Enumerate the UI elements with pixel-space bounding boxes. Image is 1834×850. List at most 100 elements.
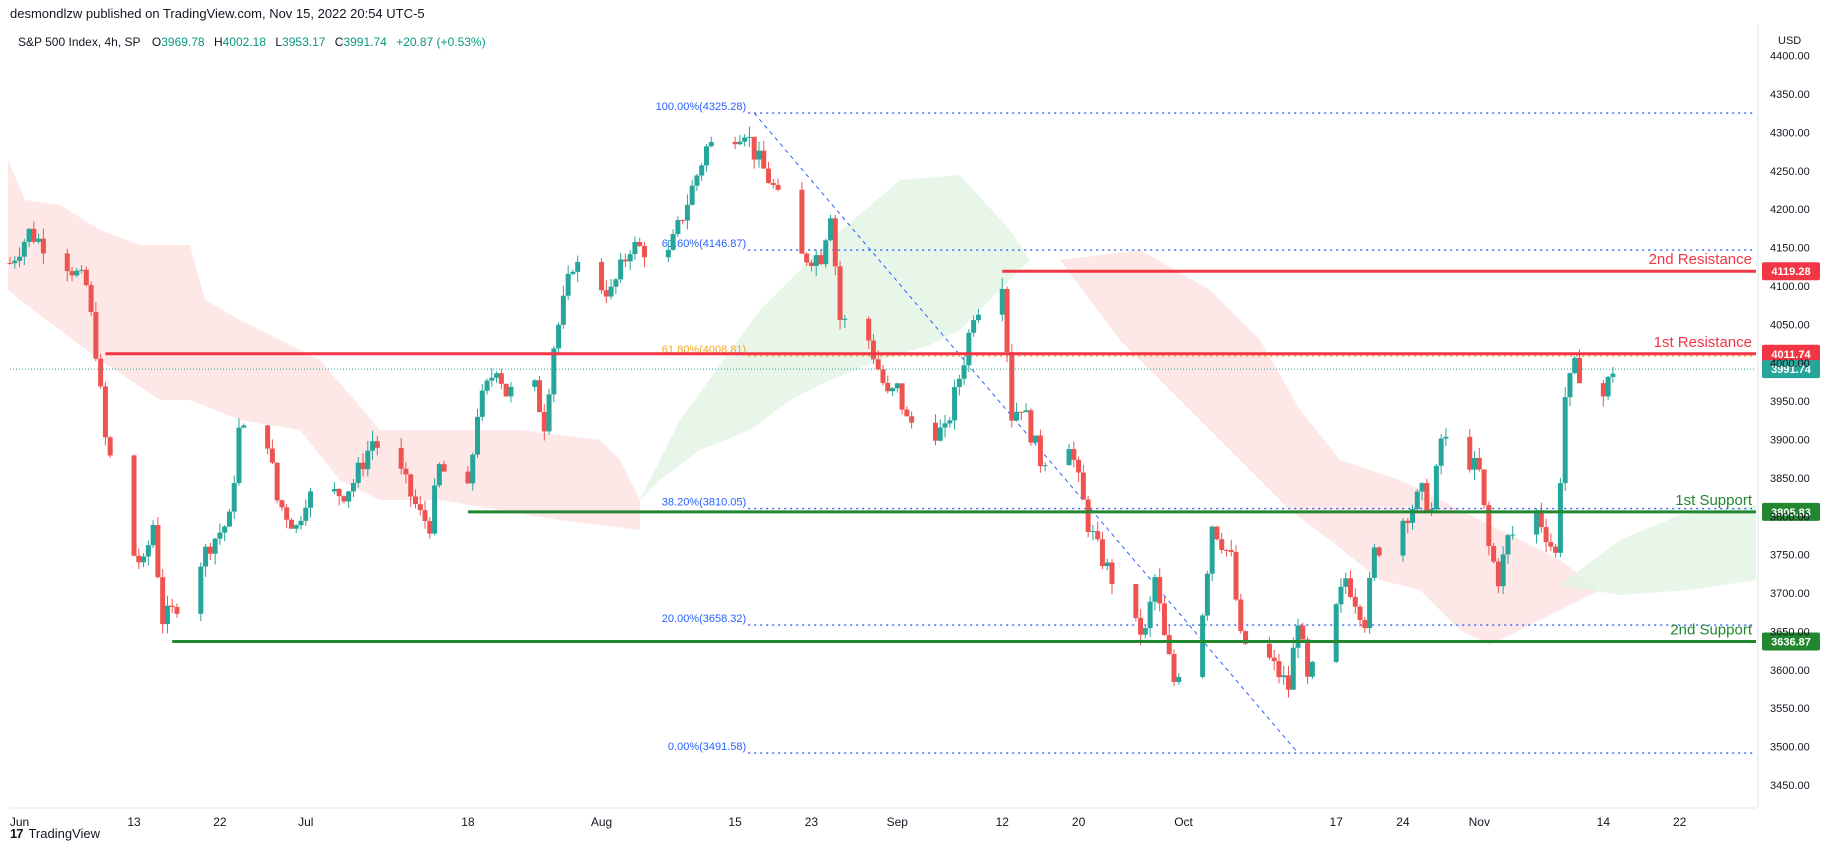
y-tick-label: 3750.00 (1770, 550, 1810, 562)
candle-body (336, 488, 342, 497)
candle (1238, 593, 1244, 634)
candle-body (1567, 373, 1573, 398)
candle (1233, 545, 1239, 602)
candle-body (98, 358, 104, 387)
candle-body (217, 532, 223, 539)
candle-body (475, 416, 481, 455)
candle-body (1534, 510, 1540, 535)
candle-body (1352, 596, 1358, 607)
candle (1014, 402, 1020, 422)
price-tag-label: 4119.28 (1771, 266, 1810, 278)
candle (766, 161, 772, 184)
brand-label: TradingView (28, 826, 101, 841)
close-value: 3991.74 (343, 35, 387, 49)
candle (331, 482, 337, 495)
candle (637, 237, 643, 247)
support-resistance-levels[interactable]: 2nd Resistance 4119.28 1st Resistance 4011.… (10, 251, 1820, 651)
y-tick-label: 4000.00 (1770, 358, 1810, 370)
candle (174, 603, 180, 618)
candle-body (1300, 625, 1306, 640)
candle (770, 179, 776, 189)
candle-body (1491, 546, 1497, 562)
candle (98, 353, 104, 389)
candle (336, 488, 342, 506)
fib-level-label: 0.00%(3491.58) (668, 741, 746, 753)
candle (398, 438, 404, 475)
candle (136, 548, 142, 570)
candle-body (880, 369, 886, 383)
candle-body (541, 412, 547, 432)
candle (627, 249, 633, 271)
candle-body (1290, 647, 1296, 690)
candle-body (1104, 562, 1110, 567)
y-tick-label: 3850.00 (1770, 473, 1810, 485)
candle-body (207, 546, 213, 554)
candle (284, 504, 290, 529)
candle (947, 417, 953, 428)
candle-body (1414, 491, 1420, 510)
symbol-label[interactable]: S&P 500 Index, 4h, SP (18, 35, 141, 49)
x-tick-label: 20 (1072, 815, 1086, 829)
candle (1567, 372, 1573, 407)
x-tick-label: Nov (1469, 815, 1490, 829)
candle-body (675, 220, 681, 235)
candle-body (1557, 483, 1563, 553)
candle-body (508, 386, 514, 397)
tradingview-brand[interactable]: 17 TradingView (10, 826, 100, 841)
candle (269, 439, 275, 465)
y-tick-label: 3450.00 (1770, 780, 1810, 792)
candle-body (742, 137, 748, 142)
candle-body (422, 510, 428, 521)
candle (160, 568, 166, 634)
candle-body (546, 394, 552, 432)
candle (470, 452, 476, 491)
candle-body (1228, 550, 1234, 552)
close-label: C (334, 35, 344, 49)
candle-body (694, 175, 700, 186)
candle (1085, 495, 1091, 538)
candle (274, 462, 280, 504)
low-label: L (275, 35, 283, 49)
candle (837, 260, 843, 330)
x-tick-label: 22 (1673, 815, 1687, 829)
candle (236, 418, 242, 486)
y-tick-label: 3650.00 (1770, 626, 1810, 638)
candle-body (1090, 531, 1096, 533)
candle (885, 375, 891, 394)
candle-body (1243, 631, 1249, 644)
candle-body (565, 273, 571, 296)
candle (1534, 508, 1540, 544)
price-tag (1762, 344, 1820, 363)
candle (832, 214, 838, 276)
candle (465, 466, 471, 484)
x-tick-label: Oct (1174, 815, 1193, 829)
candle (937, 419, 943, 442)
candle-body (732, 141, 738, 145)
y-tick-label: 3550.00 (1770, 703, 1810, 715)
candle (1066, 443, 1072, 466)
fibonacci-retracement[interactable]: 100.00%(4325.28)61.60%(4146.87)61.80%(40… (656, 101, 1756, 754)
candle-body (551, 348, 557, 395)
candle (890, 387, 896, 397)
candle (7, 256, 13, 265)
candle-body (1538, 510, 1544, 528)
candle-body (12, 260, 18, 264)
candle-body (613, 279, 619, 287)
candle (1405, 518, 1411, 534)
candle (1481, 469, 1487, 509)
candle (999, 278, 1005, 322)
candle-body (293, 525, 299, 529)
candle-body (599, 261, 605, 291)
candle (813, 249, 819, 277)
y-tick-label: 4200.00 (1770, 204, 1810, 216)
candle-body (346, 491, 352, 502)
candle-body (828, 218, 834, 241)
candle (694, 173, 700, 191)
candle (761, 140, 767, 169)
candle (1433, 463, 1439, 512)
candle (842, 314, 848, 328)
open-value: 3969.78 (161, 35, 205, 49)
candle (961, 356, 967, 385)
candle-body (751, 136, 757, 160)
